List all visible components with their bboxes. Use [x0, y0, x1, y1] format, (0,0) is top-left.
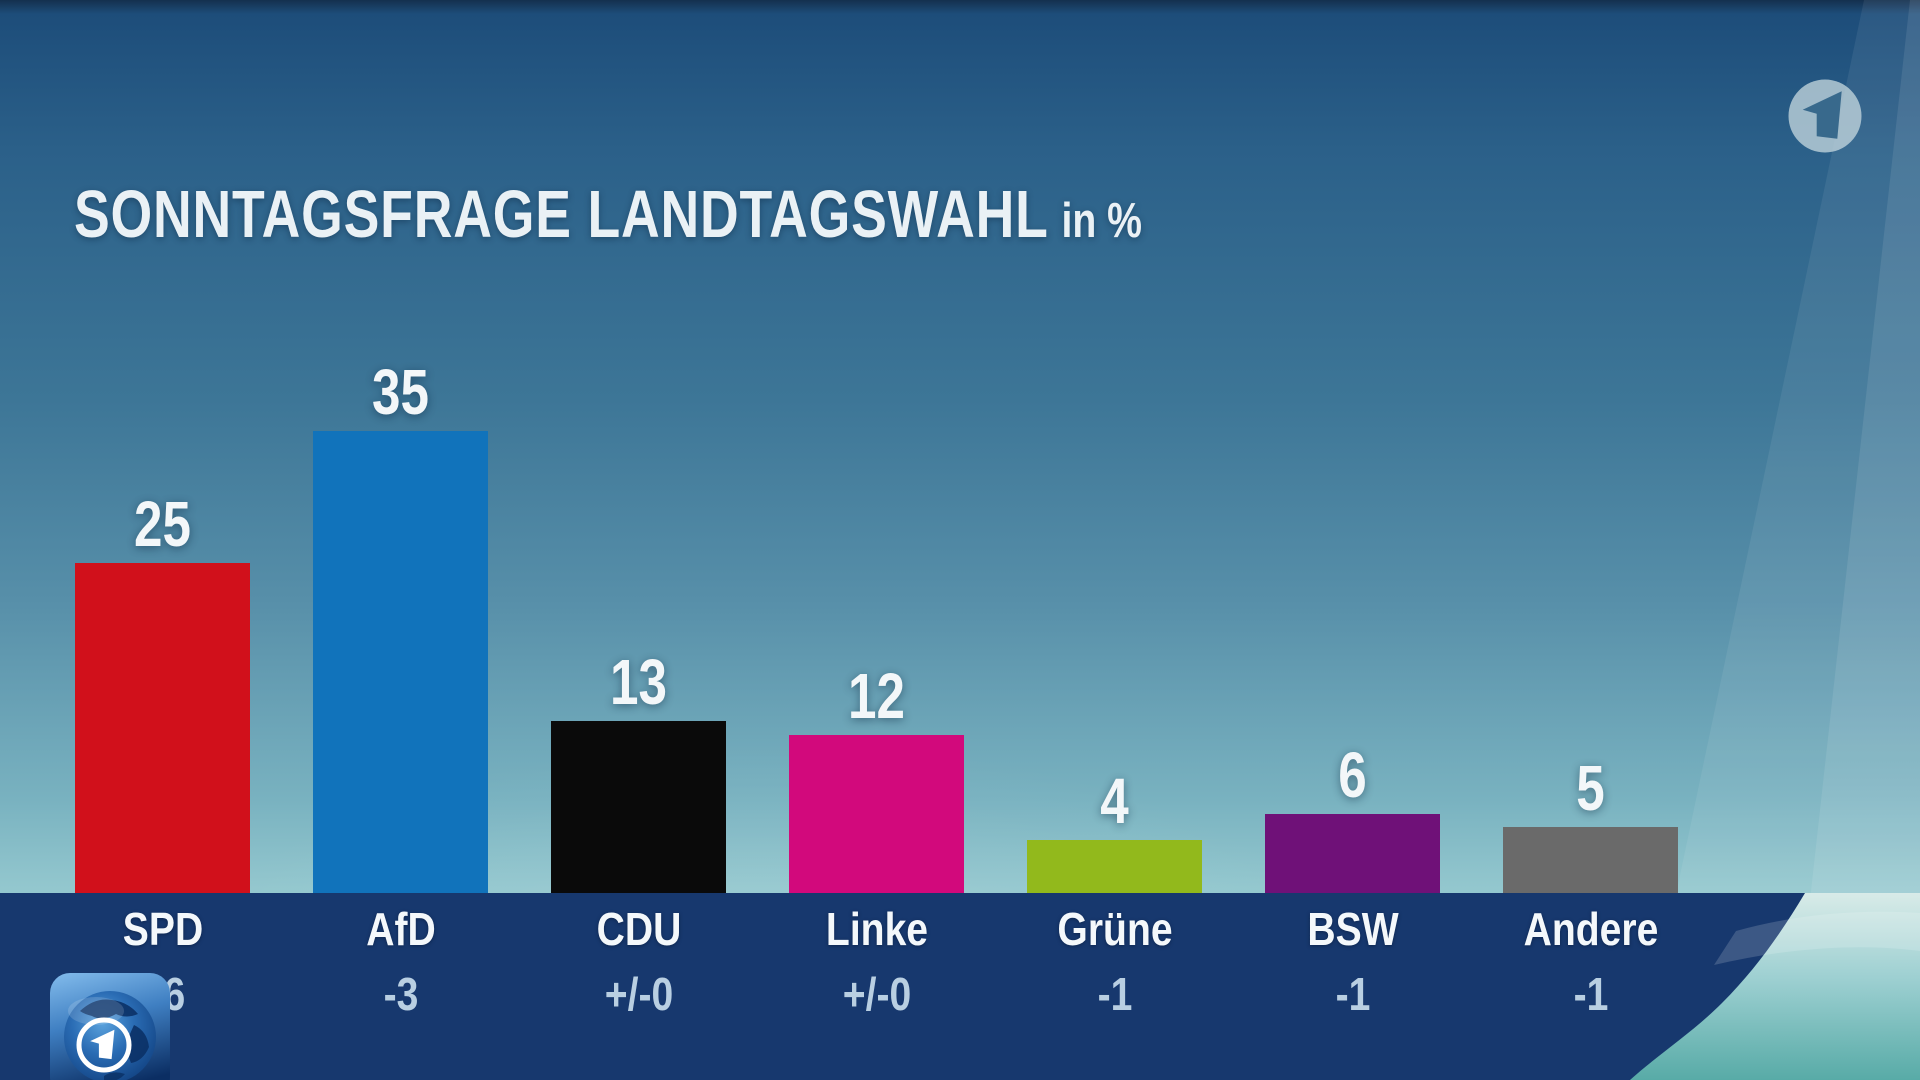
bar-group-linke: 12	[789, 664, 964, 893]
party-label-spd: SPD	[122, 903, 203, 955]
party-label-cdu: CDU	[596, 903, 681, 955]
bar-value-label-cdu: 13	[610, 646, 667, 718]
party-label-andere: Andere	[1523, 903, 1658, 955]
change-label-gr-ne: -1	[1097, 968, 1132, 1020]
party-label-linke: Linke	[825, 903, 928, 955]
party-label-afd: AfD	[365, 903, 436, 955]
bar-value-label-gr-ne: 4	[1100, 765, 1129, 837]
bar-value-label-spd: 25	[134, 488, 191, 560]
change-label-linke: +/-0	[842, 968, 911, 1020]
bar-group-cdu: 13	[551, 650, 726, 893]
tagesschau-logo-icon	[50, 973, 170, 1080]
chart-title: SONNTAGSFRAGE LANDTAGSWAHL in %	[74, 176, 1142, 253]
bar-group-gr-ne: 4	[1027, 769, 1202, 893]
change-label-bsw: -1	[1335, 968, 1370, 1020]
bar-value-label-linke: 12	[848, 660, 905, 732]
chart-title-text: SONNTAGSFRAGE LANDTAGSWAHL	[74, 177, 1049, 252]
corner-curve	[1630, 893, 1920, 1080]
bar-group-spd: 25	[75, 492, 250, 893]
bar-group-andere: 5	[1503, 756, 1678, 893]
footer-band: SPD+6AfD-3CDU+/-0Linke+/-0Grüne-1BSW-1An…	[0, 893, 1920, 1080]
bar-value-label-afd: 35	[372, 356, 429, 428]
change-label-afd: -3	[383, 968, 418, 1020]
party-label-gr-ne: Grüne	[1056, 903, 1173, 955]
bar-group-bsw: 6	[1265, 743, 1440, 893]
change-label-cdu: +/-0	[604, 968, 673, 1020]
bar-group-afd: 35	[313, 360, 488, 893]
bar-value-label-andere: 5	[1576, 752, 1605, 824]
chart-title-unit: in %	[1061, 194, 1143, 248]
ard-das-erste-logo-icon	[1788, 79, 1862, 153]
change-label-andere: -1	[1573, 968, 1608, 1020]
bar-value-label-bsw: 6	[1338, 739, 1367, 811]
party-label-bsw: BSW	[1306, 903, 1399, 955]
